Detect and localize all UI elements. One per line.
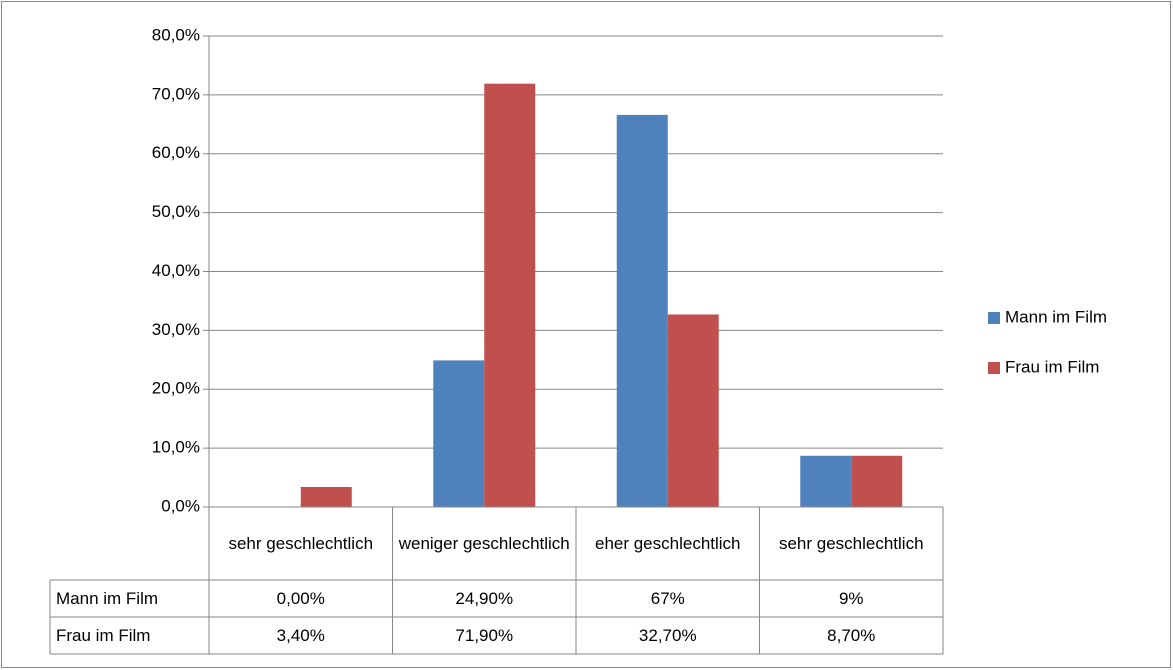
y-tick-label: 60,0% bbox=[152, 143, 200, 162]
y-tick-label: 10,0% bbox=[152, 438, 200, 457]
y-tick-label: 50,0% bbox=[152, 202, 200, 221]
y-tick-label: 70,0% bbox=[152, 84, 200, 103]
table-value: 67% bbox=[650, 588, 685, 608]
x-tick-label: sehr geschlechtlich bbox=[228, 533, 374, 553]
table-value: 9% bbox=[838, 588, 864, 608]
y-tick-label: 0,0% bbox=[161, 496, 200, 515]
y-tick-label: 30,0% bbox=[152, 320, 200, 339]
y-tick-label: 40,0% bbox=[152, 261, 200, 280]
x-tick-label: weniger geschlechtlich bbox=[398, 533, 570, 553]
bar bbox=[484, 83, 536, 507]
x-tick-label: sehr geschlechtlich bbox=[778, 533, 924, 553]
bar bbox=[851, 455, 903, 507]
bar bbox=[616, 114, 668, 507]
table-value: 71,90% bbox=[455, 625, 514, 645]
bar bbox=[667, 314, 719, 507]
table-value: 8,70% bbox=[827, 625, 876, 645]
legend-swatch bbox=[988, 312, 1000, 324]
legend-label: Frau im Film bbox=[1005, 357, 1099, 376]
legend-swatch bbox=[988, 362, 1000, 374]
bar bbox=[800, 455, 852, 507]
table-value: 3,40% bbox=[276, 625, 325, 645]
x-tick-label: eher geschlechtlich bbox=[594, 533, 741, 553]
y-tick-label: 20,0% bbox=[152, 379, 200, 398]
table-row-label: Mann im Film bbox=[56, 588, 159, 608]
table-row-label: Frau im Film bbox=[56, 625, 151, 645]
table-value: 32,70% bbox=[638, 625, 697, 645]
legend-label: Mann im Film bbox=[1005, 307, 1107, 326]
bar bbox=[433, 360, 485, 507]
y-tick-label: 80,0% bbox=[152, 25, 200, 44]
table-value: 0,00% bbox=[276, 588, 325, 608]
table-value: 24,90% bbox=[455, 588, 514, 608]
bar bbox=[300, 486, 352, 507]
